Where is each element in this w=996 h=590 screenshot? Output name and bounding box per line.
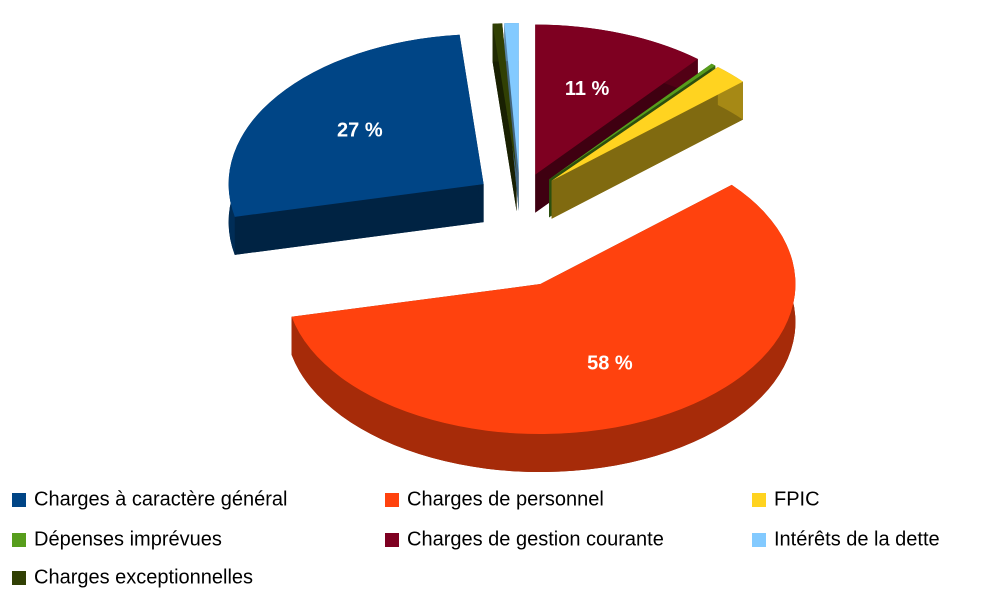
slice-wall bbox=[234, 184, 484, 255]
slice bbox=[291, 184, 796, 435]
legend-swatch bbox=[12, 571, 26, 585]
data-labels: 11 % 58 % 27 % bbox=[337, 78, 633, 374]
slice bbox=[492, 23, 517, 174]
legend-label: Charges de personnel bbox=[407, 488, 604, 510]
legend-label: Intérêts de la dette bbox=[774, 528, 940, 550]
data-label: 58 % bbox=[587, 353, 633, 375]
legend-swatch bbox=[385, 533, 399, 547]
legend-swatch bbox=[12, 533, 26, 547]
legend-swatch bbox=[752, 533, 766, 547]
slice-wall bbox=[492, 23, 517, 212]
slice bbox=[535, 24, 698, 175]
slice-wall bbox=[551, 81, 743, 219]
slice bbox=[504, 23, 519, 174]
legend-label: FPIC bbox=[774, 488, 820, 510]
legend-swatch bbox=[385, 493, 399, 507]
legend-label: Dépenses imprévues bbox=[34, 528, 222, 550]
legend-label: Charges de gestion courante bbox=[407, 528, 664, 550]
slice-wall bbox=[504, 23, 519, 212]
slice bbox=[228, 34, 484, 217]
data-label: 11 % bbox=[565, 78, 610, 100]
slice bbox=[549, 63, 716, 180]
legend-label: Charges exceptionnelles bbox=[34, 566, 253, 588]
slice bbox=[551, 67, 743, 181]
slice-tops bbox=[228, 23, 796, 435]
data-label: 27 % bbox=[337, 120, 383, 142]
legend-swatch bbox=[12, 493, 26, 507]
legend-label: Charges à caractère général bbox=[34, 488, 287, 510]
legend-swatch bbox=[752, 493, 766, 507]
legend: Charges à caractère général Charges de pe… bbox=[12, 488, 940, 588]
